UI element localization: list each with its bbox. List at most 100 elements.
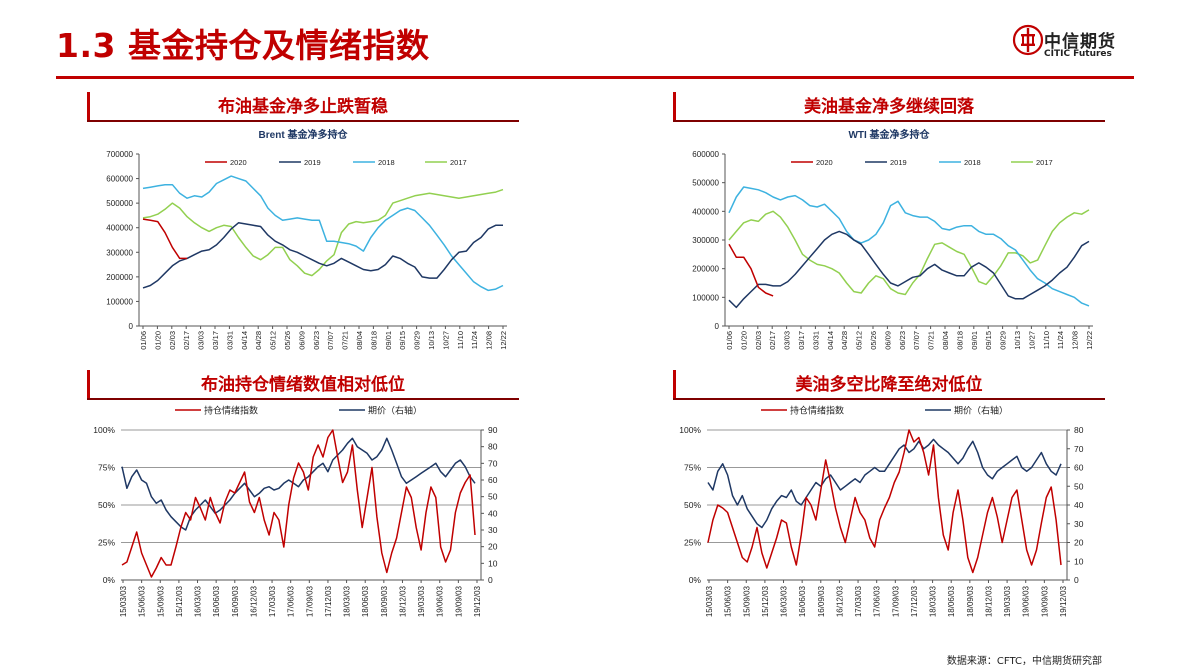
x-tick-label: 17/06/03 xyxy=(873,585,882,617)
panel-accent-bar xyxy=(87,92,90,120)
y-tick-label: 500000 xyxy=(106,199,133,208)
left-y-tick-label: 75% xyxy=(98,463,115,473)
legend-label: 2020 xyxy=(230,158,247,167)
right-y-tick-label: 90 xyxy=(488,425,498,435)
x-tick-label: 18/03/03 xyxy=(929,585,938,617)
y-tick-label: 100000 xyxy=(106,297,133,306)
legend-label: 持仓情绪指数 xyxy=(790,405,844,416)
x-tick-label: 15/03/03 xyxy=(119,585,128,617)
x-tick-label: 17/03/03 xyxy=(268,585,277,617)
x-tick-label: 12/22 xyxy=(499,331,508,350)
panel-title-text: 布油基金净多止跌暂稳 xyxy=(218,97,388,117)
left-y-tick-label: 100% xyxy=(93,425,115,435)
x-tick-label: 19/12/03 xyxy=(1059,585,1068,617)
x-tick-label: 18/12/03 xyxy=(398,585,407,617)
y-tick-label: 400000 xyxy=(692,207,719,216)
wti-sentiment-chart: 0% 25% 50% 75% 100% 0 10 20 30 40 50 60 70 80 15/03/03… xyxy=(673,402,1105,636)
x-tick-label: 16/09/03 xyxy=(817,585,826,617)
series-line-持仓情绪指数 xyxy=(121,429,476,578)
x-tick-label: 02/03 xyxy=(754,331,763,350)
right-y-tick-label: 50 xyxy=(1074,481,1084,491)
right-y-tick-label: 50 xyxy=(488,492,498,502)
legend-label: 期价（右轴） xyxy=(368,405,422,416)
x-tick-label: 09/01 xyxy=(384,331,393,350)
x-tick-label: 09/01 xyxy=(970,331,979,350)
x-tick-label: 19/06/03 xyxy=(436,585,445,617)
y-tick-label: 100000 xyxy=(692,293,719,302)
x-tick-label: 01/20 xyxy=(153,331,162,350)
legend-label: 2018 xyxy=(964,158,981,167)
wti-net-long-chart: WTI 基金净多持仓 0 100000 200000 300000 400000 50000… xyxy=(673,126,1105,364)
right-y-tick-label: 80 xyxy=(488,442,498,452)
legend-label: 2017 xyxy=(1036,158,1053,167)
citic-futures-logo: 中信期货 CITIC Futures xyxy=(1012,24,1132,66)
right-y-tick-label: 80 xyxy=(1074,425,1084,435)
x-tick-label: 18/06/03 xyxy=(361,585,370,617)
panel-title-wti-net-long: 美油基金净多继续回落 xyxy=(673,92,1105,122)
x-tick-label: 01/06 xyxy=(725,331,734,350)
legend-label: 持仓情绪指数 xyxy=(204,405,258,416)
x-tick-label: 06/09 xyxy=(883,331,892,350)
y-tick-label: 300000 xyxy=(106,248,133,257)
x-tick-label: 05/26 xyxy=(283,331,292,350)
series-line-2020 xyxy=(142,218,188,260)
panel-accent-bar xyxy=(673,92,676,120)
panel-title-wti-sentiment: 美油多空比降至绝对低位 xyxy=(673,370,1105,400)
x-tick-label: 19/09/03 xyxy=(1040,585,1049,617)
panel-accent-bar xyxy=(87,370,90,398)
x-tick-label: 15/06/03 xyxy=(724,585,733,617)
x-tick-label: 06/23 xyxy=(312,331,321,350)
x-tick-label: 03/17 xyxy=(211,331,220,350)
x-tick-label: 07/07 xyxy=(326,331,335,350)
citic-logo-icon xyxy=(1012,24,1044,56)
x-tick-label: 07/07 xyxy=(912,331,921,350)
series-line-期价（右轴） xyxy=(121,437,476,531)
x-tick-label: 11/24 xyxy=(1056,331,1065,349)
panel-title-text: 美油基金净多继续回落 xyxy=(804,97,974,117)
right-y-tick-label: 10 xyxy=(1074,556,1084,566)
x-tick-label: 05/12 xyxy=(269,331,278,350)
x-tick-label: 17/12/03 xyxy=(910,585,919,617)
y-tick-label: 600000 xyxy=(692,150,719,159)
x-tick-label: 01/06 xyxy=(139,331,148,350)
x-tick-label: 07/21 xyxy=(927,331,936,350)
x-tick-label: 11/10 xyxy=(456,331,465,349)
x-tick-label: 19/03/03 xyxy=(417,585,426,617)
panel-title-text: 布油持仓情绪数值相对低位 xyxy=(201,375,405,395)
data-source-note: 数据来源：CFTC，中信期货研究部 xyxy=(946,656,1102,667)
y-tick-label: 0 xyxy=(715,322,720,331)
x-tick-label: 10/13 xyxy=(427,331,436,350)
x-tick-label: 08/04 xyxy=(355,331,364,350)
right-y-tick-label: 0 xyxy=(488,575,493,585)
y-tick-label: 700000 xyxy=(106,150,133,159)
y-tick-label: 500000 xyxy=(692,179,719,188)
right-y-tick-label: 60 xyxy=(1074,463,1084,473)
left-y-tick-label: 100% xyxy=(679,425,701,435)
x-tick-label: 19/12/03 xyxy=(473,585,482,617)
y-tick-label: 200000 xyxy=(106,273,133,282)
legend-label: 2020 xyxy=(816,158,833,167)
x-tick-label: 03/31 xyxy=(811,331,820,350)
x-tick-label: 16/09/03 xyxy=(231,585,240,617)
series-line-2017 xyxy=(728,209,1090,296)
right-y-tick-label: 60 xyxy=(488,475,498,485)
x-tick-label: 19/09/03 xyxy=(454,585,463,617)
panel-accent-bar xyxy=(673,370,676,398)
x-tick-label: 12/08 xyxy=(1071,331,1080,350)
right-y-tick-label: 20 xyxy=(1074,538,1084,548)
right-y-tick-label: 70 xyxy=(488,458,498,468)
chart-svg: WTI 基金净多持仓 0 100000 200000 300000 400000 50000… xyxy=(692,128,1094,350)
x-tick-label: 09/29 xyxy=(413,331,422,350)
series-line-2018 xyxy=(142,175,504,292)
y-tick-label: 400000 xyxy=(106,224,133,233)
x-tick-label: 16/06/03 xyxy=(212,585,221,617)
right-y-tick-label: 70 xyxy=(1074,444,1084,454)
series-line-2019 xyxy=(728,230,1090,309)
left-y-tick-label: 25% xyxy=(684,538,701,548)
panel-title-brent-sentiment: 布油持仓情绪数值相对低位 xyxy=(87,370,519,400)
x-tick-label: 02/17 xyxy=(768,331,777,350)
series-line-2019 xyxy=(142,222,503,289)
title-divider xyxy=(56,76,1134,79)
left-y-tick-label: 75% xyxy=(684,463,701,473)
x-tick-label: 18/03/03 xyxy=(343,585,352,617)
